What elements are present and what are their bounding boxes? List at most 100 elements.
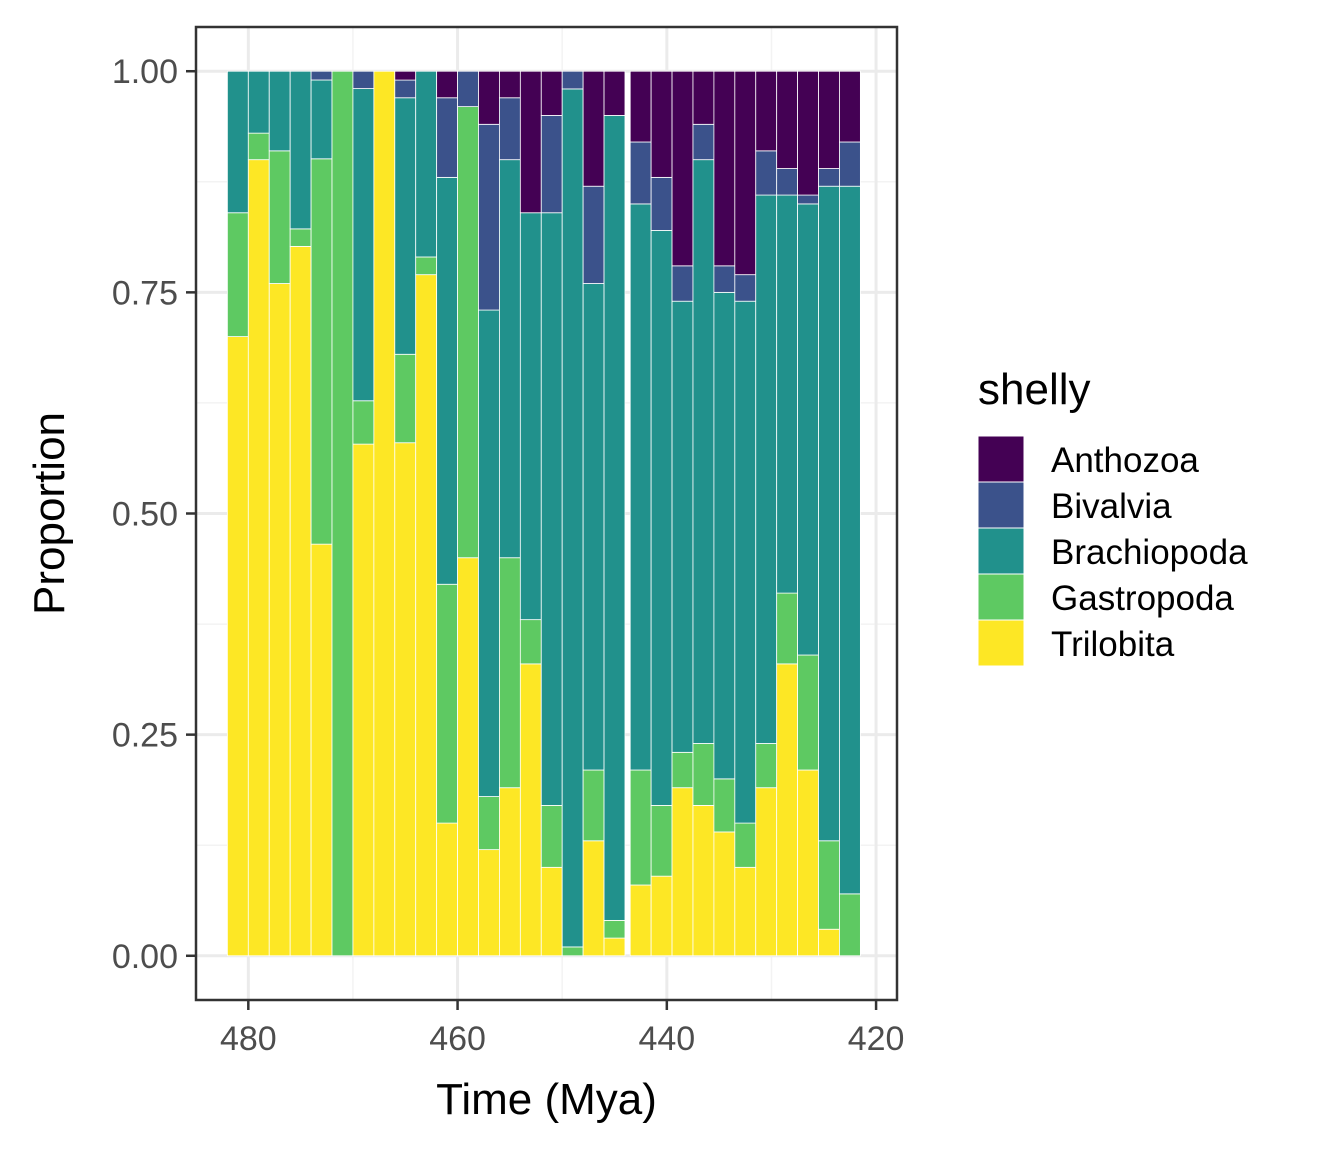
bar-segment-bivalvia (671, 265, 694, 302)
bar-segment-trilobita (734, 866, 757, 957)
bar-segment-trilobita (247, 159, 270, 957)
bar-segment-brachiopoda (519, 212, 542, 621)
legend-label-anthozoa: Anthozoa (1051, 441, 1199, 480)
bar-segment-trilobita (519, 663, 542, 957)
bar-segment-anthozoa (692, 70, 715, 125)
bar-segment-gastropoda (603, 919, 626, 939)
bar-segment-brachiopoda (478, 309, 500, 797)
x-tick-label: 460 (429, 1020, 486, 1058)
bar-segment-gastropoda (289, 228, 312, 247)
legend-label-gastropoda: Gastropoda (1051, 579, 1234, 618)
y-axis-title: Proportion (25, 412, 74, 615)
bar-segment-gastropoda (561, 946, 584, 957)
bar-segment-brachiopoda (818, 185, 840, 842)
bar-segment-brachiopoda (310, 79, 333, 160)
bar-segment-gastropoda (839, 893, 861, 957)
bar-segment-trilobita (394, 442, 417, 957)
bar-segment-brachiopoda (776, 194, 799, 594)
bar-segment-trilobita (457, 557, 479, 957)
bar-segment-anthozoa (478, 70, 500, 125)
bar-segment-gastropoda (713, 778, 736, 833)
bar-segment-anthozoa (603, 70, 626, 116)
bar-segment-brachiopoda (289, 70, 312, 230)
bar-segment-brachiopoda (603, 115, 626, 921)
bar-segment-gastropoda (352, 400, 375, 445)
bar-segment-brachiopoda (755, 194, 778, 744)
bar-segment-trilobita (818, 928, 840, 957)
bar-segment-bivalvia (776, 168, 799, 196)
legend-key-gastropoda (977, 573, 1025, 621)
bar-segment-brachiopoda (713, 291, 736, 780)
bar-segment-bivalvia (839, 141, 861, 187)
bar-segment-trilobita (540, 866, 563, 957)
legend-key-trilobita (977, 619, 1025, 667)
bar-segment-gastropoda (478, 796, 500, 851)
bar-segment-trilobita (650, 875, 673, 957)
x-tick-label: 440 (638, 1020, 695, 1058)
bar-segment-bivalvia (457, 70, 479, 108)
bar-segment-brachiopoda (561, 88, 584, 948)
bar-segment-trilobita (226, 336, 249, 957)
bar-segment-bivalvia (561, 70, 584, 90)
legend-key-anthozoa (977, 435, 1025, 483)
bar-segment-anthozoa (839, 70, 861, 143)
bar-segment-trilobita (629, 884, 652, 957)
axes: 0.00 0.25 0.50 0.75 1.00 480 460 440 420 (112, 53, 905, 1058)
bar-segment-trilobita (352, 443, 375, 957)
x-axis-title: Time (Mya) (436, 1075, 657, 1124)
bar-segment-bivalvia (352, 70, 375, 89)
bar-segment-brachiopoda (629, 203, 652, 771)
bar-segment-brachiopoda (352, 88, 375, 402)
bar-segment-trilobita (713, 831, 736, 957)
bar-segment-bivalvia (310, 70, 333, 81)
bar-segment-trilobita (478, 849, 500, 957)
bar-segment-trilobita (499, 787, 521, 957)
bar-segment-anthozoa (436, 70, 458, 99)
bar-segment-brachiopoda (436, 176, 458, 585)
bar-segment-bivalvia (478, 123, 500, 311)
bar-segment-gastropoda (331, 70, 354, 957)
bar-segment-bivalvia (629, 141, 652, 205)
bar-segment-trilobita (776, 663, 799, 957)
bar-segment-gastropoda (499, 557, 521, 789)
legend: shelly Anthozoa Bivalvia Brachiopoda Gastro… (977, 365, 1248, 667)
y-tick-label: 0.25 (112, 717, 178, 755)
bar-segment-brachiopoda (734, 300, 757, 824)
bar-segment-trilobita (671, 787, 694, 957)
bar-segment-brachiopoda (839, 185, 861, 895)
bar-segment-anthozoa (734, 70, 757, 276)
bar-segment-brachiopoda (650, 230, 673, 806)
bar-segment-gastropoda (650, 805, 673, 877)
bar-segment-gastropoda (436, 583, 458, 824)
bar-segment-gastropoda (818, 840, 840, 930)
bar-segment-anthozoa (394, 70, 417, 81)
bar-segment-anthozoa (499, 70, 521, 99)
bar-segment-gastropoda (394, 353, 417, 444)
y-tick-label: 1.00 (112, 53, 178, 91)
bar-segment-anthozoa (629, 70, 652, 143)
bar-segment-anthozoa (797, 70, 819, 196)
bar-segment-trilobita (692, 805, 715, 957)
bar-segment-gastropoda (415, 256, 438, 276)
bar-segment-trilobita (268, 283, 291, 957)
legend-label-bivalvia: Bivalvia (1051, 487, 1172, 526)
bar-segment-bivalvia (734, 274, 757, 302)
bar-segment-bivalvia (755, 150, 778, 196)
legend-key-brachiopoda (977, 527, 1025, 575)
bar-segment-brachiopoda (671, 300, 694, 753)
bar-segment-bivalvia (582, 185, 605, 284)
bar-segment-bivalvia (713, 265, 736, 293)
bar-segment-gastropoda (247, 132, 270, 161)
bar-segment-gastropoda (629, 769, 652, 886)
bar-segment-bivalvia (818, 168, 840, 187)
bar-segment-gastropoda (582, 769, 605, 842)
bar-segment-anthozoa (519, 70, 542, 214)
bar-segment-gastropoda (734, 822, 757, 868)
bar-segment-gastropoda (797, 654, 819, 771)
y-tick-label: 0.00 (112, 938, 178, 976)
bar-segment-trilobita (415, 274, 438, 957)
bar-segment-gastropoda (226, 212, 249, 337)
bar-segment-gastropoda (310, 158, 333, 545)
bar-segment-brachiopoda (247, 70, 270, 134)
bar-segment-gastropoda (692, 743, 715, 806)
